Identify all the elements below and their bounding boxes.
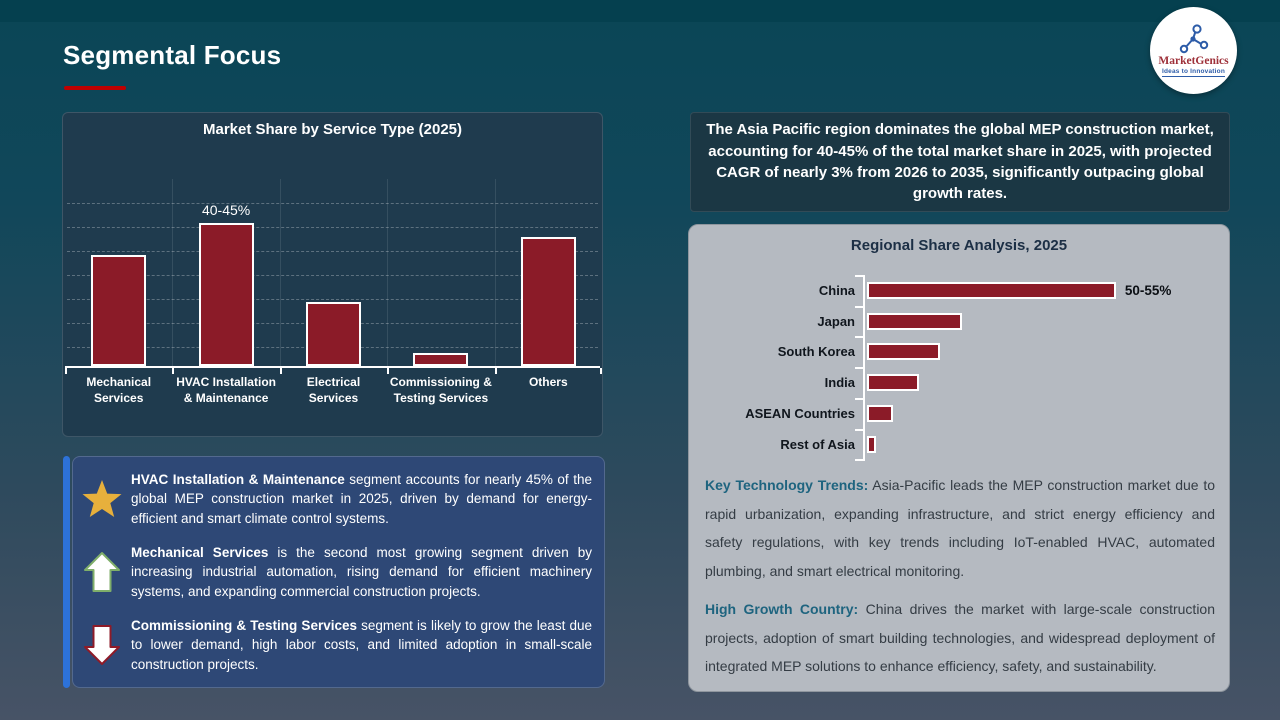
regional-value-label: 50-55% (1124, 283, 1172, 298)
service-type-chart-plot: Mechanical Services 40-45% HVAC Installatio… (63, 113, 602, 438)
insight-lead-hvac: HVAC Installation & Maintenance (131, 472, 345, 487)
gridline (67, 299, 598, 300)
arrow-down-icon (73, 624, 131, 666)
gridline (67, 203, 598, 204)
bar-mechanical-services (91, 255, 147, 366)
star-icon (73, 479, 131, 519)
x-axis-line (65, 366, 600, 368)
insight-row-hvac: HVAC Installation & Maintenance segment … (73, 470, 592, 528)
logo-tagline: Ideas to Innovation (1161, 68, 1226, 77)
x-axis-tick (600, 368, 602, 374)
asia-pacific-summary-text: The Asia Pacific region dominates the gl… (706, 121, 1214, 203)
service-type-chart-panel: Market Share by Service Type (2025) Mech… (62, 112, 603, 437)
trend-rest-high-growth: China drives the market with large-scale… (705, 601, 1215, 675)
bar-value-label: 40-45% (201, 202, 251, 219)
regional-row-india: India (689, 367, 1229, 398)
regional-axis-tick (855, 397, 863, 400)
top-strip (0, 0, 1280, 22)
insight-rest-hvac: segment accounts for nearly 45% of the g… (131, 472, 593, 526)
x-axis-tick (387, 368, 390, 374)
regional-bar (867, 282, 1116, 299)
marketgenics-logo: MarketGenics Ideas to Innovation (1150, 7, 1237, 94)
regional-axis-tick (855, 367, 863, 370)
logo-name: MarketGenics (1158, 55, 1229, 67)
category-label: Electrical Services (306, 375, 361, 405)
bar-electrical-services (306, 302, 361, 366)
title-underline (64, 86, 126, 90)
regional-row-china: China 50-55% (689, 275, 1229, 306)
insight-rest-commissioning: segment is likely to grow the least due … (131, 617, 592, 672)
trend-lead-technology: Key Technology Trends: (705, 477, 869, 493)
column-separator (172, 179, 174, 367)
regional-row-japan: Japan (689, 306, 1229, 337)
insight-row-commissioning: Commissioning & Testing Services segment… (73, 616, 592, 674)
insight-box-accent-stripe (63, 456, 70, 688)
trend-paragraphs: Key Technology Trends: Asia-Pacific lead… (705, 471, 1215, 681)
regional-bar (867, 312, 962, 330)
regional-row-asean-countries: ASEAN Countries (689, 398, 1229, 429)
column-separator (387, 179, 389, 367)
gridline (67, 275, 598, 276)
regional-label: Rest of Asia (780, 436, 855, 452)
regional-label: Japan (817, 313, 855, 329)
trend-rest-technology: Asia-Pacific leads the MEP construction … (705, 477, 1216, 579)
bar-hvac-installation-maintenance (198, 223, 254, 366)
gridline (67, 227, 598, 228)
regional-analysis-panel: Regional Share Analysis, 2025 China 50-55… (688, 224, 1230, 692)
bar-commissioning-testing-services (413, 352, 469, 366)
regional-label: ASEAN Countries (745, 405, 855, 421)
regional-axis-tick (855, 305, 863, 308)
category-label: Mechanical Services (86, 375, 152, 405)
regional-axis-tick (855, 336, 863, 339)
arrow-up-icon (73, 551, 131, 593)
regional-axis-tick (855, 428, 863, 431)
regional-label: China (818, 283, 855, 298)
insight-text-mechanical: Mechanical Services is the second most g… (131, 543, 592, 601)
insight-text-hvac: HVAC Installation & Maintenance segment … (131, 470, 592, 528)
insight-lead-mechanical: Mechanical Services (131, 544, 269, 560)
regional-label: India (824, 375, 855, 391)
trend-para-technology: Key Technology Trends: Asia-Pacific lead… (705, 471, 1215, 585)
regional-axis-tick (855, 275, 863, 277)
regional-axis-line (863, 275, 865, 461)
service-type-chart-title: Market Share by Service Type (2025) (202, 121, 463, 138)
x-axis-tick (279, 368, 282, 374)
bar-others (520, 236, 576, 366)
insight-box: HVAC Installation & Maintenance segment … (72, 456, 605, 688)
regional-label: South Korea (777, 344, 855, 360)
regional-row-rest-of-asia: Rest of Asia (689, 429, 1229, 460)
insight-rest-mechanical: is the second most growing segment drive… (131, 544, 592, 599)
category-label: Others (528, 375, 568, 389)
regional-bar (867, 343, 941, 361)
x-axis-tick (494, 368, 497, 374)
regional-row-south-korea: South Korea (689, 336, 1229, 367)
regional-bar (867, 404, 894, 422)
regional-axis-tick (855, 459, 863, 462)
x-axis-tick (172, 368, 175, 374)
gridline (67, 251, 598, 252)
insight-lead-commissioning: Commissioning & Testing Services (131, 617, 357, 633)
regional-bar (867, 435, 877, 453)
trend-para-high-growth: High Growth Country: China drives the ma… (705, 595, 1215, 681)
x-axis-tick (65, 368, 67, 374)
column-separator (494, 179, 496, 367)
asia-pacific-summary-box: The Asia Pacific region dominates the gl… (690, 112, 1230, 212)
column-separator (279, 179, 281, 367)
molecule-icon (1179, 24, 1208, 54)
insight-row-mechanical: Mechanical Services is the second most g… (73, 543, 592, 601)
insight-text-commissioning: Commissioning & Testing Services segment… (131, 616, 592, 674)
trend-lead-high-growth: High Growth Country: (705, 601, 859, 618)
category-label: HVAC Installation & Maintenance (176, 375, 276, 405)
category-label: Commissioning & Testing Services (389, 375, 492, 405)
regional-chart-title: Regional Share Analysis, 2025 (850, 237, 1068, 254)
regional-bar (867, 374, 920, 392)
page-title: Segmental Focus (63, 40, 282, 70)
